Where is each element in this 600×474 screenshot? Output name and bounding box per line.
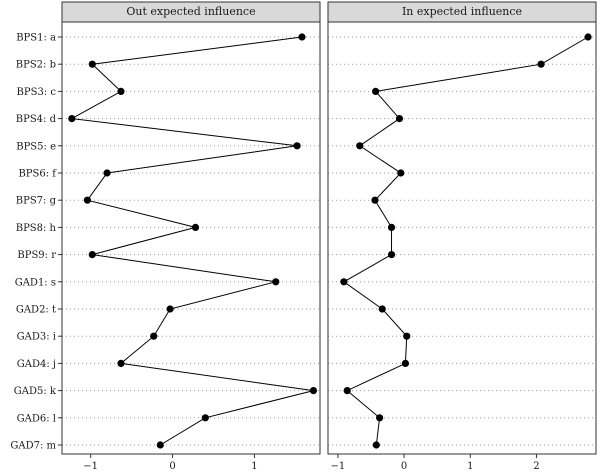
data-point bbox=[156, 441, 164, 449]
y-tick-label: GAD4: j bbox=[17, 359, 56, 370]
data-point bbox=[387, 251, 396, 259]
data-point bbox=[537, 60, 545, 68]
y-tick-label: BPS5: e bbox=[16, 141, 56, 152]
data-point bbox=[293, 142, 301, 150]
y-tick-label: BPS4: d bbox=[16, 114, 57, 125]
x-tick-label: 1 bbox=[251, 461, 257, 472]
y-tick-label: BPS6: f bbox=[18, 169, 57, 180]
data-point bbox=[356, 142, 364, 150]
data-point bbox=[378, 305, 386, 313]
y-tick-label: GAD3: i bbox=[17, 332, 56, 343]
panel-title: In expected influence bbox=[402, 5, 522, 18]
data-point bbox=[387, 223, 396, 231]
panel-in-expected-influence: In expected influence −1 0 1 2 bbox=[327, 1, 597, 472]
y-tick-label: BPS2: b bbox=[16, 60, 56, 71]
y-tick-label: GAD5: k bbox=[14, 386, 57, 397]
series-line bbox=[342, 36, 589, 446]
x-tick-label: −1 bbox=[331, 461, 346, 472]
y-tick-label: BPS1: a bbox=[16, 33, 56, 44]
data-point bbox=[117, 87, 125, 95]
x-tick-label: 0 bbox=[169, 461, 175, 472]
y-tick-label: GAD6: l bbox=[17, 413, 56, 424]
y-tick-label: GAD2: t bbox=[16, 305, 56, 316]
panel-frame bbox=[327, 21, 597, 455]
data-point bbox=[191, 223, 200, 231]
panel-out-expected-influence: Out expected influence −1 0 1 bbox=[61, 1, 321, 472]
y-tick-label: GAD7: m bbox=[10, 441, 56, 452]
data-point bbox=[68, 115, 76, 123]
y-tick-label: GAD1: s bbox=[15, 277, 56, 288]
data-point bbox=[376, 414, 384, 422]
panel-frame bbox=[61, 21, 321, 455]
data-point bbox=[372, 441, 380, 449]
y-axis: BPS1: a BPS2: b BPS3: c BPS4: d BPS5: e BPS6:… bbox=[10, 33, 62, 452]
data-point bbox=[584, 33, 592, 41]
data-point bbox=[340, 278, 348, 286]
data-point bbox=[166, 305, 174, 313]
data-point bbox=[272, 278, 280, 286]
data-point bbox=[397, 169, 405, 177]
data-point bbox=[372, 87, 380, 95]
y-tick-label: BPS3: c bbox=[17, 87, 57, 98]
data-point bbox=[401, 359, 410, 367]
series-line bbox=[70, 36, 314, 446]
data-point bbox=[88, 60, 96, 68]
data-point bbox=[371, 196, 379, 204]
x-tick-label: −1 bbox=[83, 461, 98, 472]
y-tick-label: BPS9: r bbox=[17, 250, 56, 261]
data-point bbox=[201, 414, 209, 422]
data-point bbox=[103, 169, 111, 177]
panel-title: Out expected influence bbox=[126, 5, 255, 18]
data-point bbox=[298, 33, 306, 41]
x-tick-label: 1 bbox=[467, 461, 473, 472]
data-point bbox=[309, 387, 318, 395]
data-point bbox=[403, 332, 411, 340]
data-point bbox=[88, 251, 96, 259]
x-tick-label: 0 bbox=[401, 461, 407, 472]
y-tick-label: BPS8: h bbox=[16, 223, 57, 234]
data-point bbox=[117, 359, 125, 367]
y-tick-label: BPS7: g bbox=[16, 196, 57, 207]
data-point bbox=[395, 115, 404, 123]
data-point bbox=[343, 387, 351, 395]
data-point bbox=[83, 196, 91, 204]
x-tick-label: 2 bbox=[533, 461, 539, 472]
data-point bbox=[150, 332, 158, 340]
